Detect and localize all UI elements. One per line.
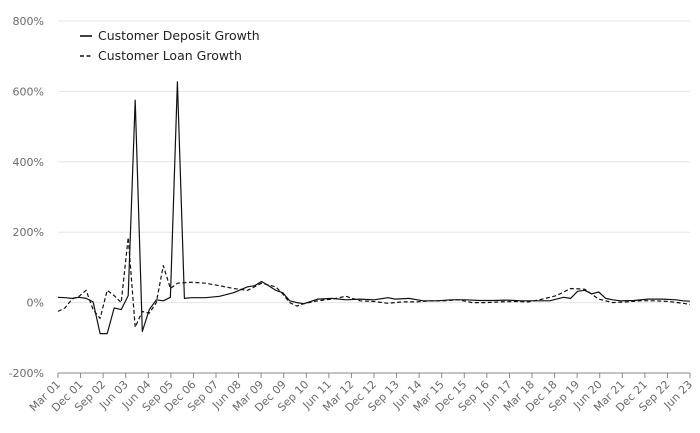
y-tick-label: 200% xyxy=(13,226,44,239)
gridlines xyxy=(58,20,690,374)
legend: Customer Deposit Growth Customer Loan Gr… xyxy=(80,28,260,63)
legend-item-loan[interactable]: Customer Loan Growth xyxy=(80,48,242,63)
deposit-growth-line xyxy=(57,81,691,335)
y-axis-ticks: -200% 0% 200% 400% 600% 800% xyxy=(9,15,44,380)
y-tick-label: 400% xyxy=(13,156,44,169)
legend-item-deposit[interactable]: Customer Deposit Growth xyxy=(80,28,260,43)
series-lines xyxy=(57,81,691,335)
y-tick-label: 600% xyxy=(13,85,44,98)
y-tick-label: -200% xyxy=(9,367,44,380)
legend-label-loan: Customer Loan Growth xyxy=(98,48,242,63)
y-tick-label: 800% xyxy=(13,15,44,28)
loan-growth-line xyxy=(57,236,691,328)
y-tick-label: 0% xyxy=(27,297,44,310)
legend-label-deposit: Customer Deposit Growth xyxy=(98,28,260,43)
